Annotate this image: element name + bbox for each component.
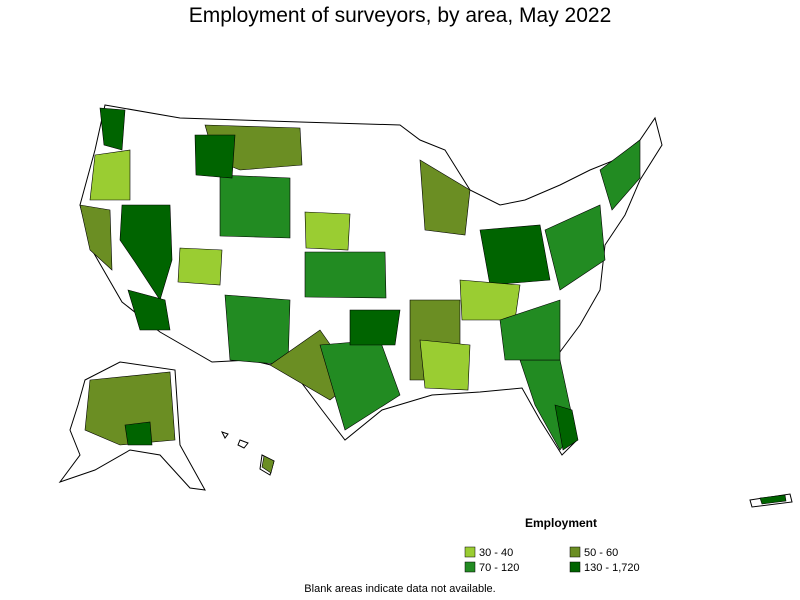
- region: [459, 279, 521, 321]
- region: [79, 204, 113, 271]
- region: [499, 299, 561, 361]
- legend-swatch: [464, 561, 476, 573]
- legend-swatch: [569, 546, 581, 558]
- region: [419, 339, 471, 391]
- region: [304, 211, 351, 251]
- region: [127, 289, 171, 331]
- legend-label: 30 - 40: [479, 547, 513, 559]
- region: [124, 421, 153, 446]
- region: [419, 159, 471, 236]
- region: [349, 309, 401, 346]
- legend-label: 50 - 60: [584, 547, 618, 559]
- legend-swatch: [569, 561, 581, 573]
- region: [99, 107, 126, 151]
- region: [599, 139, 641, 211]
- region: [544, 204, 606, 291]
- region: [554, 404, 579, 451]
- region: [194, 134, 236, 179]
- footnote: Blank areas indicate data not available.: [304, 583, 495, 595]
- region: [479, 224, 551, 286]
- region: [759, 494, 787, 505]
- legend-title: Employment: [525, 516, 597, 530]
- region: [261, 455, 275, 474]
- legend-label: 130 - 1,720: [584, 562, 640, 574]
- legend-swatch: [464, 546, 476, 558]
- map: [58, 104, 793, 508]
- region: [177, 247, 223, 286]
- legend: 30 - 40 50 - 60 70 - 120 130 - 1,720: [464, 546, 640, 574]
- region: [89, 149, 131, 201]
- region: [224, 294, 291, 366]
- region: [304, 251, 387, 299]
- map-title: Employment of surveyors, by area, May 20…: [189, 4, 612, 27]
- region: [219, 174, 291, 239]
- legend-label: 70 - 120: [479, 562, 519, 574]
